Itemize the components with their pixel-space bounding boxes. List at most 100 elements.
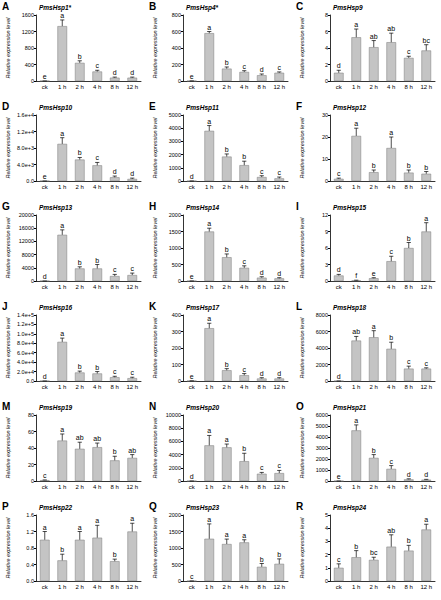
svg-text:0.4: 0.4 bbox=[26, 562, 34, 568]
svg-text:1 h: 1 h bbox=[352, 584, 360, 590]
svg-text:12 h: 12 h bbox=[273, 284, 285, 290]
svg-text:1.6: 1.6 bbox=[26, 512, 34, 518]
svg-text:PmsHsp19: PmsHsp19 bbox=[39, 404, 73, 412]
svg-text:2000: 2000 bbox=[169, 212, 181, 218]
svg-text:b: b bbox=[95, 257, 99, 264]
svg-text:1500: 1500 bbox=[169, 229, 181, 235]
svg-text:a: a bbox=[225, 531, 229, 538]
svg-text:2 h: 2 h bbox=[223, 84, 231, 90]
svg-text:b: b bbox=[424, 164, 428, 171]
svg-text:d: d bbox=[337, 266, 341, 273]
svg-text:c: c bbox=[96, 154, 100, 161]
svg-text:I: I bbox=[296, 201, 299, 212]
svg-text:c: c bbox=[113, 266, 117, 273]
svg-text:12 h: 12 h bbox=[126, 84, 138, 90]
svg-text:c: c bbox=[407, 358, 411, 365]
svg-text:d: d bbox=[337, 62, 341, 69]
svg-text:8 h: 8 h bbox=[111, 584, 119, 590]
svg-text:b: b bbox=[225, 361, 229, 368]
svg-text:f: f bbox=[355, 272, 357, 279]
svg-text:1 h: 1 h bbox=[58, 484, 66, 490]
svg-text:4: 4 bbox=[325, 45, 328, 51]
svg-text:b: b bbox=[95, 364, 99, 371]
svg-text:a: a bbox=[60, 426, 64, 433]
svg-text:c: c bbox=[260, 464, 264, 471]
svg-text:6000: 6000 bbox=[316, 412, 328, 418]
svg-text:a: a bbox=[60, 330, 64, 337]
svg-text:100: 100 bbox=[172, 362, 181, 368]
svg-text:d: d bbox=[43, 373, 47, 380]
svg-text:b: b bbox=[225, 59, 229, 66]
svg-text:PmsHsp9: PmsHsp9 bbox=[333, 4, 363, 12]
svg-text:a: a bbox=[60, 130, 64, 137]
svg-text:d: d bbox=[190, 173, 194, 180]
svg-text:ck: ck bbox=[42, 284, 49, 290]
svg-text:4 h: 4 h bbox=[240, 584, 248, 590]
svg-text:3000: 3000 bbox=[316, 445, 328, 451]
svg-text:b: b bbox=[78, 53, 82, 60]
svg-text:4 h: 4 h bbox=[387, 84, 395, 90]
svg-text:2 h: 2 h bbox=[223, 584, 231, 590]
svg-text:e: e bbox=[372, 270, 376, 277]
svg-text:8 h: 8 h bbox=[258, 184, 266, 190]
svg-text:2 h: 2 h bbox=[223, 184, 231, 190]
svg-text:2000: 2000 bbox=[169, 512, 181, 518]
svg-text:0: 0 bbox=[325, 178, 328, 184]
svg-text:1.2: 1.2 bbox=[26, 529, 34, 535]
svg-text:8 h: 8 h bbox=[111, 484, 119, 490]
svg-text:0: 0 bbox=[31, 478, 34, 484]
svg-text:d: d bbox=[113, 168, 117, 175]
svg-text:4000: 4000 bbox=[22, 265, 34, 271]
svg-text:10: 10 bbox=[322, 156, 328, 162]
svg-text:c: c bbox=[243, 366, 247, 373]
svg-text:b: b bbox=[113, 551, 117, 558]
svg-text:8 h: 8 h bbox=[258, 384, 266, 390]
svg-text:1 h: 1 h bbox=[205, 384, 213, 390]
svg-text:b: b bbox=[354, 543, 358, 550]
svg-text:8000: 8000 bbox=[169, 425, 181, 431]
svg-text:8.0e+3: 8.0e+3 bbox=[17, 145, 34, 151]
svg-text:ck: ck bbox=[336, 84, 343, 90]
svg-text:8000: 8000 bbox=[22, 252, 34, 258]
svg-text:bc: bc bbox=[370, 549, 378, 556]
svg-text:ck: ck bbox=[336, 384, 343, 390]
svg-text:ck: ck bbox=[189, 384, 196, 390]
svg-text:1000: 1000 bbox=[169, 245, 181, 251]
svg-text:8 h: 8 h bbox=[405, 584, 413, 590]
svg-text:0.0: 0.0 bbox=[26, 178, 34, 184]
svg-text:b: b bbox=[78, 259, 82, 266]
svg-text:8 h: 8 h bbox=[111, 184, 119, 190]
svg-text:4 h: 4 h bbox=[387, 184, 395, 190]
svg-text:4 h: 4 h bbox=[93, 584, 101, 590]
svg-text:a: a bbox=[207, 118, 211, 125]
svg-text:0: 0 bbox=[178, 278, 181, 284]
svg-text:PmsHsp16: PmsHsp16 bbox=[39, 304, 73, 312]
svg-text:d: d bbox=[337, 373, 341, 380]
svg-text:1000: 1000 bbox=[169, 165, 181, 171]
svg-text:12 h: 12 h bbox=[420, 484, 432, 490]
svg-text:J: J bbox=[2, 301, 8, 312]
svg-text:b: b bbox=[225, 246, 229, 253]
svg-text:PmsHsp1*: PmsHsp1* bbox=[39, 4, 72, 12]
svg-text:8.0e+4: 8.0e+4 bbox=[17, 340, 34, 346]
svg-text:E: E bbox=[149, 101, 156, 112]
svg-text:2 h: 2 h bbox=[76, 384, 84, 390]
svg-text:4 h: 4 h bbox=[240, 84, 248, 90]
svg-text:12 h: 12 h bbox=[420, 384, 432, 390]
svg-text:PmsHsp23: PmsHsp23 bbox=[186, 504, 220, 512]
svg-text:1.2e+4: 1.2e+4 bbox=[17, 129, 34, 135]
svg-text:6000: 6000 bbox=[316, 329, 328, 335]
svg-text:c: c bbox=[131, 265, 135, 272]
svg-text:e: e bbox=[190, 373, 194, 380]
svg-text:4 h: 4 h bbox=[93, 484, 101, 490]
svg-text:8 h: 8 h bbox=[258, 284, 266, 290]
svg-text:1000: 1000 bbox=[169, 545, 181, 551]
svg-text:1 h: 1 h bbox=[58, 84, 66, 90]
svg-text:Relative expression level: Relative expression level bbox=[152, 17, 158, 79]
svg-text:2 h: 2 h bbox=[370, 184, 378, 190]
svg-text:c: c bbox=[278, 169, 282, 176]
svg-text:A: A bbox=[2, 1, 9, 12]
svg-text:12 h: 12 h bbox=[273, 584, 285, 590]
svg-text:ab: ab bbox=[93, 435, 101, 442]
svg-text:Relative expression level: Relative expression level bbox=[299, 317, 305, 379]
